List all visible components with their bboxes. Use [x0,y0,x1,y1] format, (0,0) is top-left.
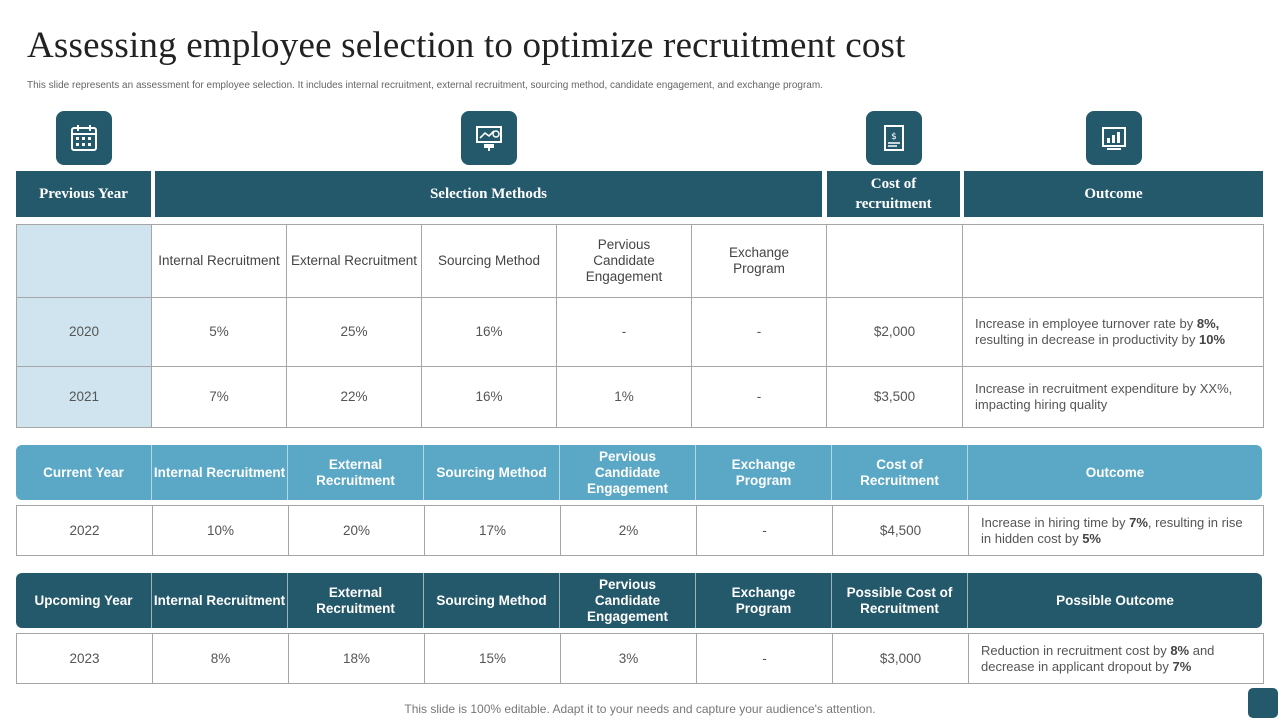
table-cell: 5% [152,298,287,367]
column-header: External Recruitment [288,573,424,628]
column-header: Cost of Recruitment [832,445,968,500]
year-cell: 2021 [17,367,152,427]
table-cell: 22% [287,367,422,427]
header-previous-year: Previous Year [16,171,151,217]
column-header: Internal Recruitment [152,573,288,628]
table-cell [17,225,152,298]
table-cell: 1% [557,367,692,427]
header-outcome: Outcome [964,171,1263,217]
column-header: Possible Cost of Recruitment [832,573,968,628]
column-header: Exchange Program [696,445,832,500]
presentation-icon [461,111,517,165]
outcome-chart-icon [1086,111,1142,165]
outcome-cell: Increase in employee turnover rate by 8%… [963,298,1263,367]
table-cell: - [557,298,692,367]
year-cell: 2022 [17,506,153,555]
column-header: Pervious Candidate Engagement [560,573,696,628]
year-cell: 2023 [17,634,153,683]
outcome-highlight: 10% [1199,332,1226,347]
table-cell: - [692,367,827,427]
upcoming-year-table: 2023 8% 18% 15% 3% - $3,000 Reduction in… [16,633,1264,684]
year-cell: 2020 [17,298,152,367]
svg-text:$: $ [891,132,897,142]
table-cell: 8% [153,634,289,683]
outcome-cell: Increase in recruitment expenditure by X… [975,381,1233,412]
outcome-text: resulting in decrease in productivity by [975,332,1200,347]
calendar-icon [56,111,112,165]
column-header: Exchange Program [696,573,832,628]
previous-years-table: Internal Recruitment External Recruitmen… [16,224,1264,428]
outcome-highlight: 7% [1172,658,1192,674]
column-header: Sourcing Method [424,445,560,500]
column-header: Exchange Program [692,225,827,298]
corner-tab[interactable] [1248,688,1278,718]
table-cell: 10% [153,506,289,555]
table-cell: 20% [289,506,425,555]
current-year-table: 2022 10% 20% 17% 2% - $4,500 Increase in… [16,505,1264,556]
header-selection-methods: Selection Methods [155,171,822,217]
cost-cell: $3,000 [833,634,969,683]
table-cell [963,225,1263,298]
outcome-highlight: 8%, [1196,316,1220,331]
column-header: Sourcing Method [422,225,557,298]
outcome-text: and decrease in applicant dropout by [981,642,1215,674]
table-cell: 18% [289,634,425,683]
column-header: Pervious Candidate Engagement [557,225,692,298]
outcome-highlight: 5% [1082,530,1101,546]
column-header: Internal Recruitment [152,225,287,298]
column-header: Internal Recruitment [152,445,288,500]
outcome-text: Increase in hiring time by [981,514,1130,530]
table-cell: 3% [561,634,697,683]
column-header: Upcoming Year [16,573,152,628]
table-cell: - [697,506,833,555]
outcome-text: , resulting in rise in hidden cost by [981,514,1243,546]
slide-footer: This slide is 100% editable. Adapt it to… [404,702,876,716]
table-cell: 16% [422,298,557,367]
table-cell: 17% [425,506,561,555]
column-header: Outcome [1085,464,1145,480]
current-year-header: Current Year Internal Recruitment Extern… [16,445,1262,500]
table-cell: 16% [422,367,557,427]
cost-cell: $2,000 [827,298,963,367]
table-cell [827,225,963,298]
table-cell: - [692,298,827,367]
cost-cell: $4,500 [833,506,969,555]
table-cell: 15% [425,634,561,683]
outcome-highlight: 7% [1129,514,1148,530]
table-cell: 2% [561,506,697,555]
table-cell: 7% [152,367,287,427]
column-header: Sourcing Method [424,573,560,628]
column-header: Pervious Candidate Engagement [560,445,696,500]
cost-document-icon: $ [866,111,922,165]
table-cell: 25% [287,298,422,367]
slide-title: Assessing employee selection to optimize… [27,25,906,66]
column-header: Possible Outcome [1056,592,1174,608]
outcome-cell: Increase in hiring time by 7%, resulting… [969,506,1263,555]
column-header: Current Year [16,445,152,500]
slide-subtitle: This slide represents an assessment for … [27,80,823,91]
table-cell: - [697,634,833,683]
header-cost-of-recruitment: Cost of recruitment [827,171,960,217]
column-header: External Recruitment [287,225,422,298]
column-header: External Recruitment [288,445,424,500]
outcome-text: Reduction in recruitment cost by [981,642,1171,658]
outcome-cell: Reduction in recruitment cost by 8% and … [969,634,1263,683]
outcome-text: Increase in employee turnover rate by [975,316,1197,331]
outcome-highlight: 8% [1170,642,1190,658]
upcoming-year-header: Upcoming Year Internal Recruitment Exter… [16,573,1262,628]
cost-cell: $3,500 [827,367,963,427]
